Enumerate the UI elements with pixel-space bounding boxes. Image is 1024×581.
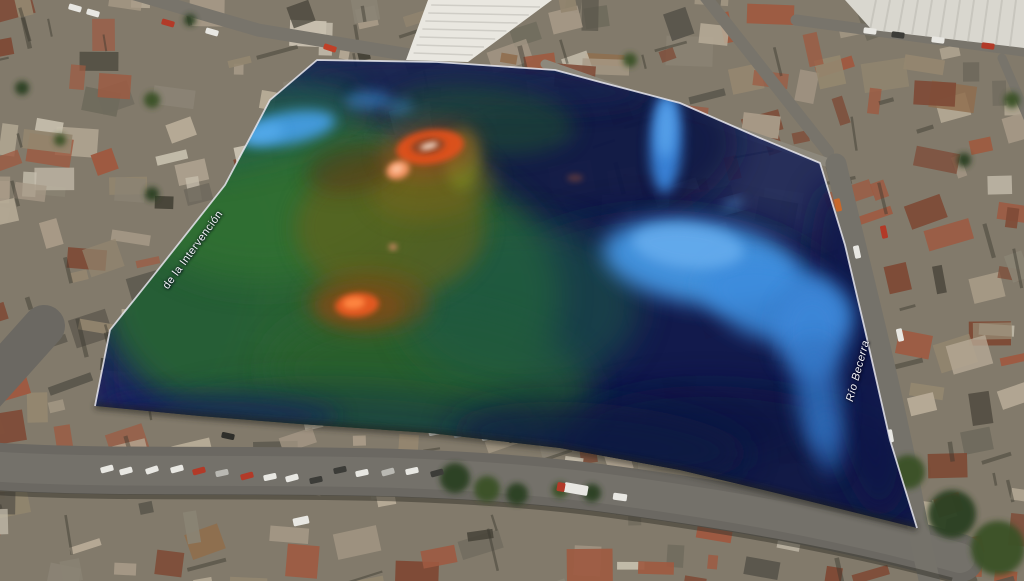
- overlay-boundary: [94, 59, 918, 532]
- industrial-roof: [845, 0, 1024, 48]
- elevated-ramp: [406, 0, 552, 62]
- heatmap-hotspots: [318, 122, 583, 327]
- trees: [15, 14, 1024, 575]
